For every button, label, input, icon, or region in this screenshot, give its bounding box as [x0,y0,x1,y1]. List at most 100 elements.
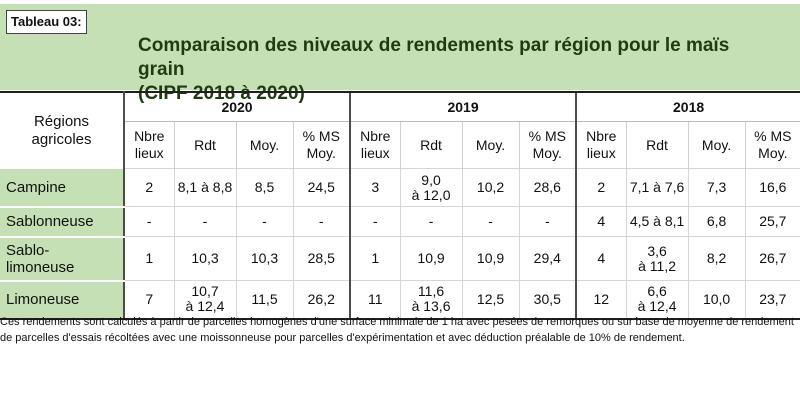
nbre-value: 2 [124,168,174,207]
region-name: Campine [6,178,67,196]
rdt-line-1: - [202,213,208,229]
nbre-line-1: Nbre [134,128,165,144]
title-band [0,4,800,90]
region-cell: Sablonneuse [0,206,125,238]
table-row-campine: Campine 2 8,1 à 8,8 8,5 24,5 3 9,0 à 12,0… [0,168,800,208]
footnote: Ces rendements sont calculés à partir de… [0,316,794,344]
region-header: Régions agricoles [0,91,125,169]
nbre-value: 1 [124,236,174,281]
region-header-line-1: Régions [33,112,90,130]
region-cell: Campine [0,168,125,208]
nbre-line-2: lieux [360,145,390,161]
moy-value: 10,3 [235,236,293,281]
moy-value: 8,5 [235,168,293,207]
ms-value: 29,4 [518,236,577,281]
moy-header: Moy. [461,121,520,169]
ms-line-2: Moy. [758,145,788,161]
sub-header-row: Nbre lieux Rdt Moy. % MS Moy. Nbre lieux Rd… [0,121,800,169]
nbre-header: Nbre lieux [124,122,174,169]
rdt-value: 4,5 à 8,1 [625,206,689,237]
region-cell: Sablo-limoneuse [0,236,125,282]
nbre-line-2: lieux [586,145,616,161]
nbre-value: 2 [575,168,627,207]
rdt-value: - [399,206,463,237]
rdt-line-2: à 13,6 [411,298,451,315]
year-header-2020: 2020 [124,91,351,122]
rdt-line-1: 10,3 [191,250,219,266]
rdt-value: 11,6 à 13,6 [399,280,463,320]
region-name: Limoneuse [6,291,80,308]
moy-header: Moy. [235,121,293,169]
nbre-value: 3 [349,168,401,207]
rdt-line-1: 10,9 [417,250,445,266]
rdt-value: 10,3 [173,236,236,281]
rdt-line-1: 10,7 [191,283,219,300]
rdt-line-2: à 12,0 [411,186,451,203]
ms-line-2: Moy. [306,145,336,161]
nbre-header: Nbre lieux [575,121,627,169]
nbre-line-1: Nbre [360,128,391,144]
rdt-value: 6,6 à 12,4 [625,280,689,320]
rdt-value: 8,1 à 8,8 [173,168,236,207]
nbre-line-1: Nbre [586,128,617,144]
rdt-line-1: 4,5 à 8,1 [629,213,685,229]
region-cell: Limoneuse [0,280,125,320]
ms-value: - [292,206,351,237]
ms-header: % MS Moy. [744,121,800,169]
table-row-sablo-limoneuse: Sablo-limoneuse 1 10,3 10,3 28,5 1 10,9 … [0,236,800,282]
region-name-line-2: limoneuse [6,258,75,276]
ms-value: 16,6 [744,168,800,207]
table-row-limoneuse: Limoneuse 7 10,7 à 12,4 11,5 26,2 11 11,6… [0,280,800,320]
ms-line-1: % MS [754,128,792,144]
moy-value: 6,8 [687,206,746,237]
rdt-header: Rdt [173,121,236,169]
table-row-sablonneuse: Sablonneuse - - - - - - - - 4 4,5 à 8,1 … [0,206,800,238]
rdt-line-1: 8,1 à 8,8 [177,179,233,195]
ms-value: 25,7 [744,206,800,237]
rdt-line-1: 11,6 [417,283,445,300]
year-header-row: Régions agricoles 2020 2019 2018 [0,91,800,169]
yield-table: Régions agricoles 2020 2019 2018 Nbre lie… [0,91,800,320]
rdt-value: 10,9 [399,236,463,281]
rdt-line-2: à 12,4 [637,298,677,315]
rdt-line-1: 7,1 à 7,6 [629,179,685,195]
table-number-label: Tableau 03: [6,10,87,34]
ms-value: 23,7 [744,280,800,320]
nbre-value: 7 [124,280,174,320]
moy-value: 7,3 [687,168,746,207]
region-name: Sablonneuse [6,213,94,230]
rdt-line-2: à 11,2 [638,257,676,274]
ms-line-2: Moy. [532,145,562,161]
rdt-value: 3,6 à 11,2 [625,236,689,281]
ms-header: % MS Moy. [292,121,351,169]
ms-value: 28,6 [518,168,577,207]
ms-value: 26,2 [292,280,351,320]
nbre-value: 11 [349,280,401,320]
rdt-line-1: 6,6 [647,283,667,300]
nbre-value: 4 [575,206,627,237]
title-line-1: Comparaison des niveaux de rendements pa… [138,35,730,80]
moy-value: 12,5 [461,280,520,320]
nbre-value: 1 [349,236,401,281]
rdt-line-1: - [428,213,434,229]
year-header-2019: 2019 [349,91,577,122]
ms-value: 24,5 [292,168,351,207]
nbre-value: 4 [575,236,627,281]
region-name: Sablo- [6,241,50,259]
ms-line-1: % MS [302,128,340,144]
ms-line-1: % MS [528,128,566,144]
rdt-value: 9,0 à 12,0 [399,168,463,207]
ms-header: % MS Moy. [518,121,577,169]
ms-value: - [518,206,577,237]
rdt-line-1: 3,6 [647,242,667,259]
nbre-value: - [124,206,174,237]
moy-value: 8,2 [687,236,746,281]
region-header-line-2: agricoles [31,130,92,148]
rdt-value: - [173,206,236,237]
rdt-line-1: 9,0 [421,171,441,188]
ms-value: 30,5 [518,280,577,320]
nbre-line-2: lieux [134,145,164,161]
ms-value: 26,7 [744,236,800,281]
moy-value: 10,2 [461,168,520,207]
rdt-value: 10,7 à 12,4 [173,280,236,320]
